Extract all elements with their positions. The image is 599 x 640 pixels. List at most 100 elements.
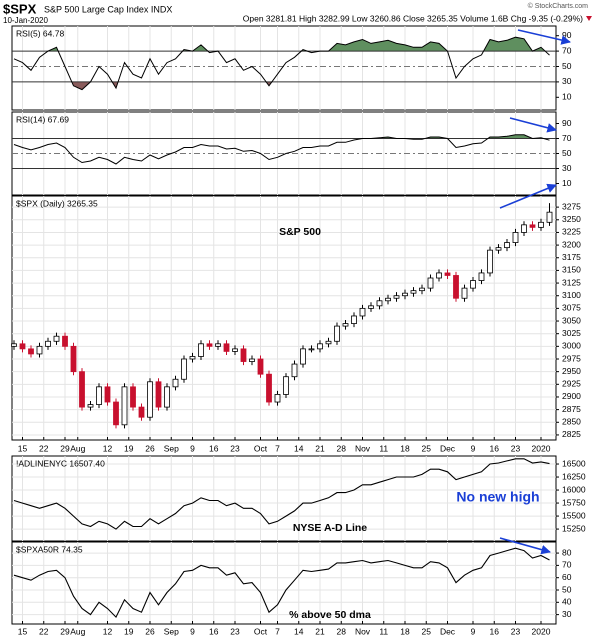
candle-body	[198, 343, 204, 357]
y-tick-label: 15500	[562, 510, 586, 520]
candle-body	[87, 404, 94, 408]
y-tick-label: 15750	[562, 497, 586, 507]
panel-label: $SPX (Daily) 3265.35	[16, 198, 98, 208]
candle-body	[512, 232, 519, 243]
x-tick-label: 9	[471, 443, 476, 453]
candle-body	[283, 376, 289, 395]
annotation: S&P 500	[279, 226, 321, 238]
x-tick-label: 9	[190, 626, 195, 636]
x-tick-label: Oct	[254, 626, 268, 636]
panel-label: !ADLINENYC 16507.40	[16, 458, 105, 468]
y-tick-label: 70	[562, 133, 572, 143]
x-tick-label: Nov	[355, 443, 371, 453]
x-tick-label: 11	[379, 443, 388, 453]
candle-body	[189, 356, 196, 360]
x-tick-label: Aug	[70, 443, 85, 453]
line	[13, 547, 550, 619]
panel-label: RSI(5) 64.78	[16, 28, 64, 38]
x-tick-label: 25	[422, 443, 432, 453]
y-tick-label: 2875	[562, 404, 581, 414]
x-tick-label: 19	[124, 626, 134, 636]
y-tick-label: 3050	[562, 315, 581, 325]
y-tick-label: 70	[562, 45, 572, 55]
x-tick-label: 2020	[532, 443, 551, 453]
x-tick-label: 21	[315, 443, 325, 453]
candle-body	[215, 343, 221, 347]
candle-body	[70, 345, 77, 373]
y-tick-label: 30	[562, 76, 572, 86]
candle-body	[155, 381, 162, 408]
y-tick-label: 3000	[562, 341, 581, 351]
y-tick-label: 50	[562, 61, 572, 71]
candle-body	[113, 401, 119, 426]
candle-body	[351, 315, 357, 324]
candle-body	[385, 297, 391, 302]
x-tick-label: Dec	[440, 626, 456, 636]
y-tick-label: 30	[562, 163, 572, 173]
candle-body	[427, 277, 434, 289]
x-tick-label: 28	[337, 443, 347, 453]
candle-body	[325, 340, 332, 345]
y-tick-label: 3150	[562, 265, 581, 275]
y-tick-label: 3175	[562, 252, 581, 262]
y-tick-label: 2825	[562, 429, 581, 439]
candle-body	[376, 300, 383, 307]
x-tick-label: 15	[18, 626, 28, 636]
x-tick-label: 14	[294, 443, 304, 453]
candle-body	[181, 358, 187, 380]
x-tick-label: Sep	[164, 443, 179, 453]
x-tick-label: 23	[511, 626, 521, 636]
x-tick-label: 14	[294, 626, 304, 636]
y-tick-label: 2975	[562, 353, 581, 363]
candle-body	[266, 373, 272, 403]
candle-body	[393, 295, 400, 299]
y-tick-label: 2925	[562, 379, 581, 389]
x-tick-label: 23	[230, 443, 240, 453]
candle-body	[79, 371, 85, 408]
y-tick-label: 16500	[562, 458, 586, 468]
candle-body	[308, 348, 315, 351]
x-tick-label: 18	[400, 443, 410, 453]
arrow	[499, 537, 551, 555]
candle-body	[11, 343, 17, 347]
candle-body	[257, 358, 264, 375]
candle-body	[334, 325, 340, 342]
candle-body	[240, 348, 247, 362]
candle-body	[45, 340, 51, 347]
panels: 90 70 50 30 10 RSI(5) 64.78 90 70 50 30 10 RSI(14) …	[11, 25, 586, 636]
y-tick-label: 50	[562, 148, 572, 158]
candle-body	[19, 343, 26, 350]
candle-body	[121, 386, 128, 426]
arrow	[517, 29, 571, 45]
x-tick-label: Dec	[440, 443, 456, 453]
candle-body	[274, 394, 281, 403]
candle-body	[96, 386, 102, 405]
y-tick-label: 16250	[562, 471, 586, 481]
x-tick-label: 23	[511, 443, 521, 453]
candle-body	[232, 348, 238, 352]
y-tick-label: 2850	[562, 417, 581, 427]
x-tick-label: Aug	[70, 626, 85, 636]
candle-body	[138, 406, 145, 418]
candle-body	[317, 343, 323, 350]
x-tick-label: 18	[400, 626, 410, 636]
credit: © StockCharts.com	[528, 2, 589, 10]
x-tick-label: 22	[39, 443, 49, 453]
down-icon	[586, 16, 592, 21]
x-tick-label: 9	[471, 626, 476, 636]
x-tick-label: 12	[103, 443, 113, 453]
x-tick-label: 29	[60, 443, 70, 453]
quote: Open 3281.81 High 3282.99 Low 3260.86 Cl…	[243, 13, 583, 23]
x-tick-label: 26	[145, 443, 155, 453]
panel-label: RSI(14) 67.69	[16, 114, 69, 124]
x-tick-label: 16	[490, 626, 500, 636]
y-tick-label: 90	[562, 30, 572, 40]
y-tick-label: 3125	[562, 277, 581, 287]
y-tick-label: 50	[562, 584, 572, 594]
x-tick-label: 23	[230, 626, 240, 636]
annotation: NYSE A-D Line	[293, 522, 367, 534]
panel-frame	[11, 25, 557, 111]
candle-body	[487, 249, 493, 274]
x-tick-label: 25	[422, 626, 432, 636]
